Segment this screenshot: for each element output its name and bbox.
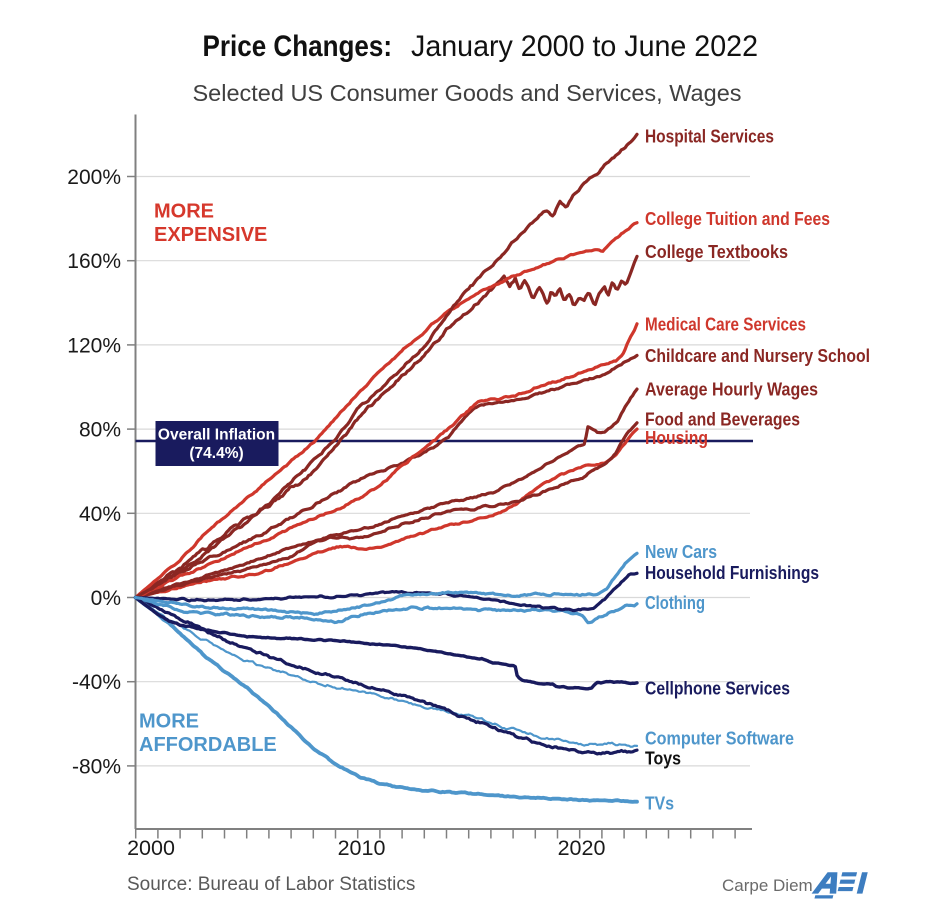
- svg-text:2000: 2000: [127, 836, 175, 860]
- svg-text:0%: 0%: [91, 587, 121, 610]
- svg-text:40%: 40%: [79, 503, 121, 526]
- svg-text:Source: Bureau of Labor Statis: Source: Bureau of Labor Statistics: [127, 874, 415, 895]
- svg-text:Price Changes:: Price Changes:: [203, 30, 393, 63]
- svg-text:Computer Software: Computer Software: [645, 728, 794, 748]
- svg-text:MORE: MORE: [139, 711, 199, 733]
- svg-text:Cellphone Services: Cellphone Services: [645, 678, 790, 698]
- svg-text:Toys: Toys: [645, 748, 681, 768]
- svg-text:Childcare and Nursery School: Childcare and Nursery School: [645, 346, 870, 366]
- svg-text:Household Furnishings: Household Furnishings: [645, 563, 819, 583]
- svg-text:College Textbooks: College Textbooks: [645, 242, 788, 262]
- svg-text:-40%: -40%: [72, 671, 121, 694]
- svg-text:EXPENSIVE: EXPENSIVE: [154, 224, 267, 246]
- svg-text:TVs: TVs: [645, 793, 674, 813]
- svg-text:New Cars: New Cars: [645, 542, 717, 562]
- svg-text:Medical Care Services: Medical Care Services: [645, 314, 806, 334]
- svg-text:Carpe Diem: Carpe Diem: [722, 876, 813, 895]
- svg-text:2020: 2020: [558, 836, 606, 860]
- svg-text:80%: 80%: [79, 419, 121, 442]
- svg-text:AFFORDABLE: AFFORDABLE: [139, 734, 277, 756]
- svg-text:200%: 200%: [67, 166, 121, 189]
- svg-text:Average Hourly Wages: Average Hourly Wages: [645, 379, 818, 399]
- svg-text:Housing: Housing: [645, 428, 708, 448]
- svg-text:Clothing: Clothing: [645, 593, 705, 613]
- svg-text:2010: 2010: [338, 836, 386, 860]
- svg-text:120%: 120%: [67, 334, 121, 357]
- svg-text:Food and Beverages: Food and Beverages: [645, 409, 800, 429]
- svg-text:MORE: MORE: [154, 201, 214, 223]
- svg-text:Hospital Services: Hospital Services: [645, 126, 774, 146]
- svg-text:Overall Inflation: Overall Inflation: [158, 427, 275, 444]
- svg-text:Selected US Consumer Goods and: Selected US Consumer Goods and Services,…: [192, 80, 741, 106]
- svg-text:-80%: -80%: [72, 755, 121, 778]
- svg-text:January 2000 to June 2022: January 2000 to June 2022: [411, 30, 758, 63]
- svg-text:College Tuition and Fees: College Tuition and Fees: [645, 209, 830, 229]
- svg-text:160%: 160%: [67, 250, 121, 273]
- svg-text:(74.4%): (74.4%): [189, 445, 243, 462]
